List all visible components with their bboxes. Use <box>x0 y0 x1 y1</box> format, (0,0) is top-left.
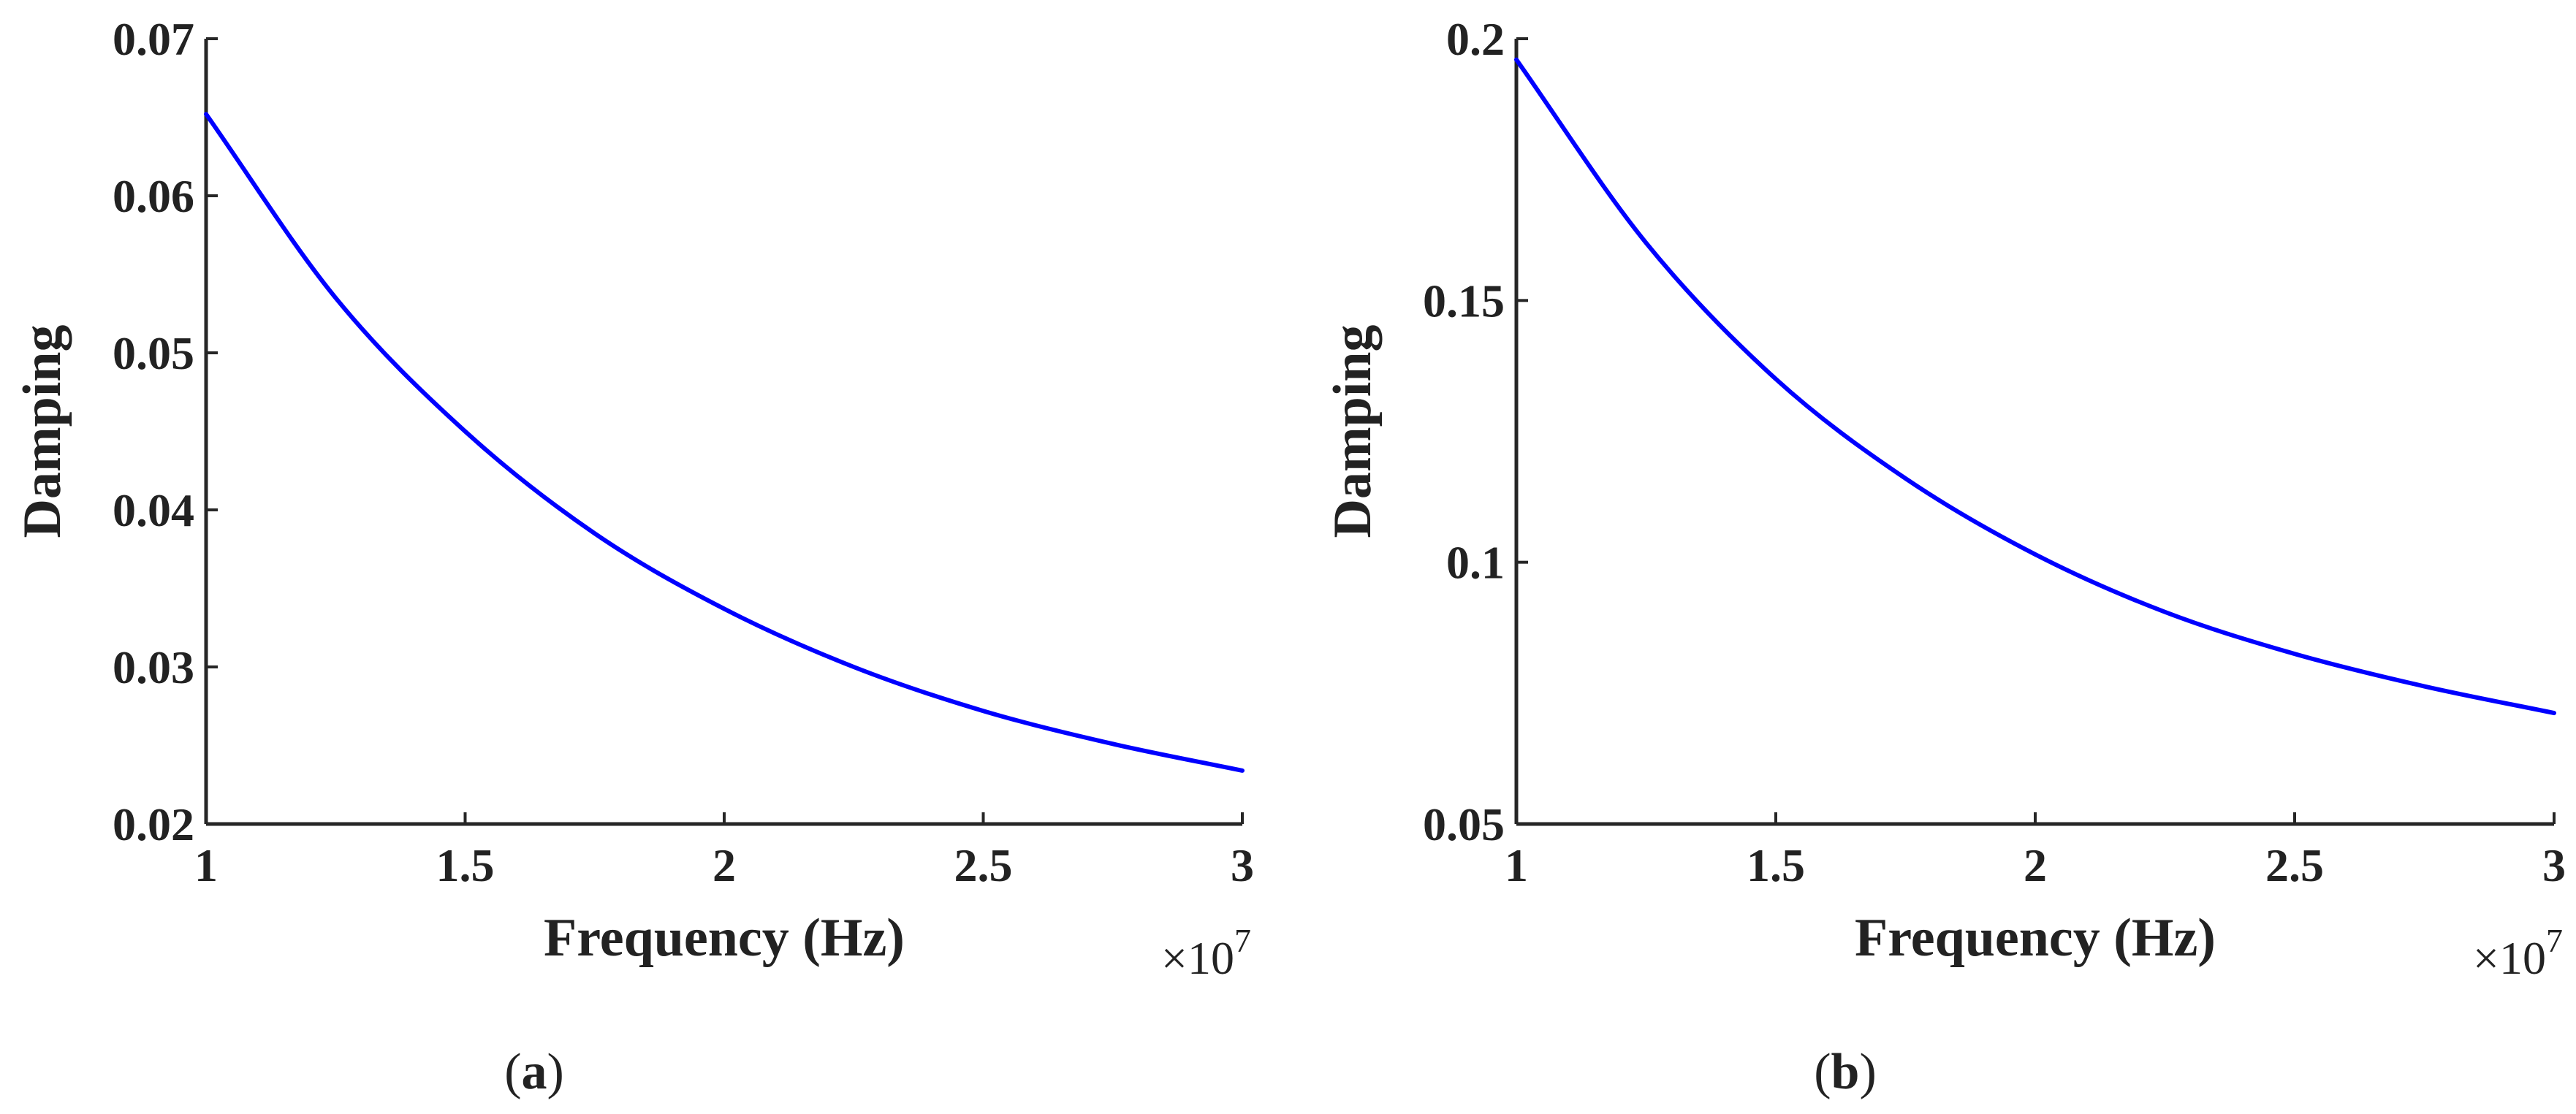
x-axis-exponent: ×107 <box>1161 922 1251 984</box>
x-axis-title: Frequency (Hz) <box>1855 908 2216 968</box>
x-tick-label: 3 <box>2542 839 2566 891</box>
y-tick-label: 0.04 <box>113 484 194 536</box>
y-axis-title: Damping <box>12 325 72 538</box>
x-tick-label: 2 <box>2024 839 2047 891</box>
damping-curve <box>204 112 1245 773</box>
x-tick-label: 3 <box>1231 839 1254 891</box>
panel-label: (a) <box>504 1044 564 1100</box>
panel-label: (b) <box>1814 1044 1877 1100</box>
x-tick-label: 1 <box>1505 839 1528 891</box>
y-tick-label: 0.1 <box>1446 537 1505 589</box>
damping-curve <box>1514 57 2556 716</box>
x-axis-title: Frequency (Hz) <box>544 908 905 968</box>
chart-panel-a: 0.02 0.03 0.04 0.05 0.06 0.07 1 1.5 2 2.5 3 Frequen… <box>12 13 1254 1100</box>
y-tick-label: 0.05 <box>1423 798 1505 850</box>
x-axis-exponent: ×107 <box>2473 922 2563 984</box>
x-tick-label: 2.5 <box>2265 839 2324 891</box>
x-tick-label: 2 <box>713 839 736 891</box>
y-tick-label: 0.03 <box>113 641 194 693</box>
y-tick-label: 0.02 <box>113 798 194 850</box>
y-tick-label: 0.15 <box>1423 275 1505 327</box>
x-tick-label: 1.5 <box>1747 839 1805 891</box>
y-axis-title: Damping <box>1323 325 1383 538</box>
y-tick-label: 0.06 <box>113 170 194 222</box>
y-tick-label: 0.05 <box>113 327 194 379</box>
x-tick-label: 2.5 <box>954 839 1013 891</box>
y-tick-label: 0.07 <box>113 13 194 65</box>
x-tick-label: 1 <box>194 839 218 891</box>
chart-panel-b: 0.05 0.1 0.15 0.2 1 1.5 2 2.5 3 Frequency (Hz) Dam… <box>1323 13 2566 1100</box>
x-tick-label: 1.5 <box>436 839 495 891</box>
y-tick-label: 0.2 <box>1446 13 1505 65</box>
